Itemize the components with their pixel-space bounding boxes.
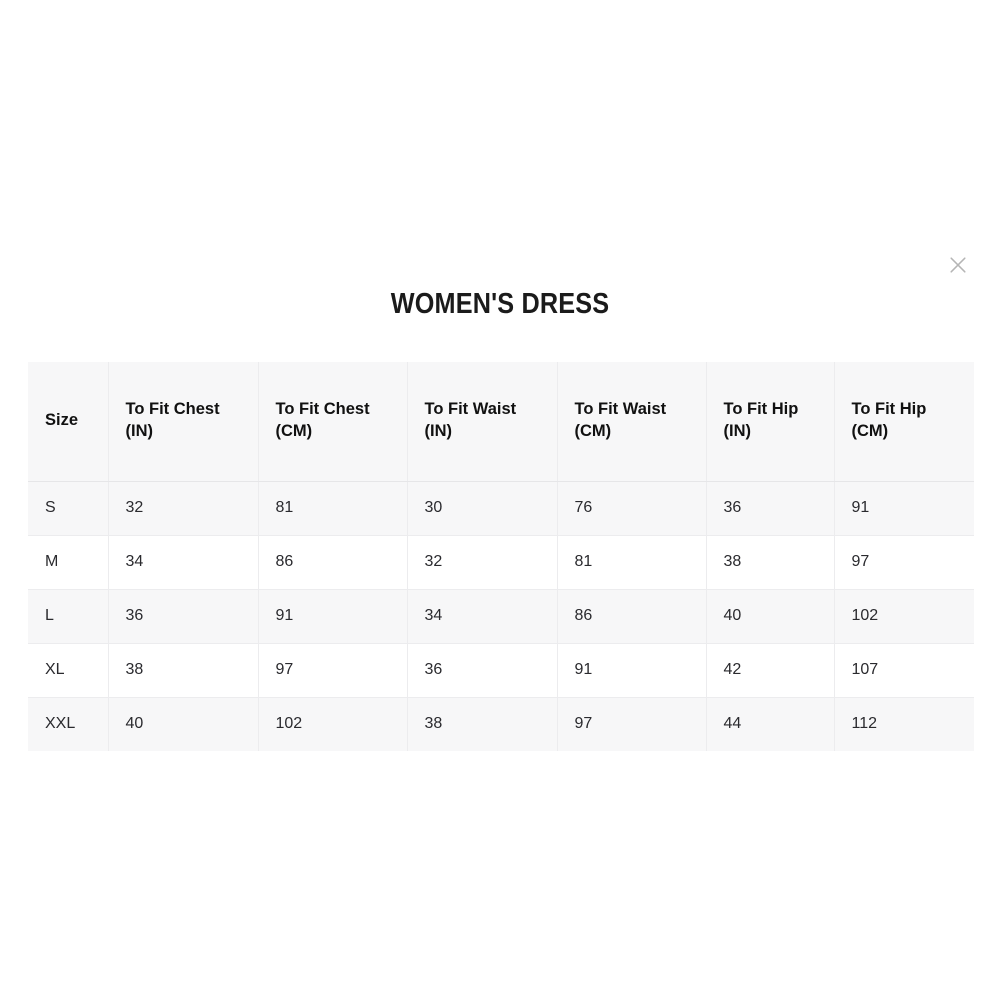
cell-hip-cm: 91 [834,481,974,536]
cell-waist-in: 36 [407,643,558,698]
cell-chest-cm: 81 [258,481,408,536]
cell-size: XXL [28,697,109,751]
column-header-hip-in: To Fit Hip (IN) [706,362,835,482]
cell-chest-cm: 86 [258,535,408,590]
cell-hip-in: 44 [706,697,835,751]
table-row: L 36 91 34 86 40 102 [28,589,974,644]
cell-hip-in: 36 [706,481,835,536]
cell-size: M [28,535,109,590]
cell-hip-cm: 97 [834,535,974,590]
cell-waist-in: 32 [407,535,558,590]
size-chart-table-container: Size To Fit Chest (IN) To Fit Chest (CM)… [28,362,974,751]
cell-chest-in: 32 [108,481,259,536]
cell-chest-in: 34 [108,535,259,590]
table-row: S 32 81 30 76 36 91 [28,481,974,536]
cell-hip-cm: 112 [851,715,878,733]
table-header-row: Size To Fit Chest (IN) To Fit Chest (CM)… [28,362,974,482]
cell-waist-in: 38 [407,697,558,751]
cell-waist-in: 30 [407,481,558,536]
cell-chest-in: 36 [108,589,259,644]
table-row: M 34 86 32 81 38 97 [28,535,974,590]
column-header-waist-in: To Fit Waist (IN) [407,362,558,482]
cell-chest-cm: 91 [258,589,408,644]
cell-waist-cm: 91 [557,643,707,698]
close-button[interactable] [941,248,975,282]
cell-chest-cm: 102 [258,697,408,751]
cell-hip-in: 42 [706,643,835,698]
page-title: WOMEN'S DRESS [390,288,610,320]
cell-hip-cm: 107 [834,643,974,698]
cell-hip-in: 40 [706,589,835,644]
cell-hip-in: 38 [706,535,835,590]
cell-size: XL [28,643,109,698]
cell-chest-in: 40 [108,697,259,751]
cell-waist-cm: 81 [557,535,707,590]
close-icon [946,253,970,277]
table-body: S 32 81 30 76 36 91 M 34 86 32 81 38 97 [28,481,974,751]
column-header-waist-cm: To Fit Waist (CM) [557,362,707,482]
cell-waist-cm: 76 [557,481,707,536]
cell-waist-cm: 86 [557,589,707,644]
table-row: XXL 40 102 38 97 44 112 [28,697,974,751]
cell-hip-cm: 102 [834,589,974,644]
cell-chest-in: 38 [108,643,259,698]
cell-size: S [28,481,109,536]
size-chart-table: Size To Fit Chest (IN) To Fit Chest (CM)… [28,362,974,751]
cell-waist-in: 34 [407,589,558,644]
column-header-hip-cm: To Fit Hip (CM) [834,362,974,482]
cell-waist-cm: 97 [557,697,707,751]
cell-chest-cm: 97 [258,643,408,698]
column-header-chest-in: To Fit Chest (IN) [108,362,259,482]
column-header-chest-cm: To Fit Chest (CM) [258,362,408,482]
table-row: XL 38 97 36 91 42 107 [28,643,974,698]
cell-size: L [28,589,109,644]
column-header-size: Size [28,362,109,482]
table-header: Size To Fit Chest (IN) To Fit Chest (CM)… [28,362,974,482]
